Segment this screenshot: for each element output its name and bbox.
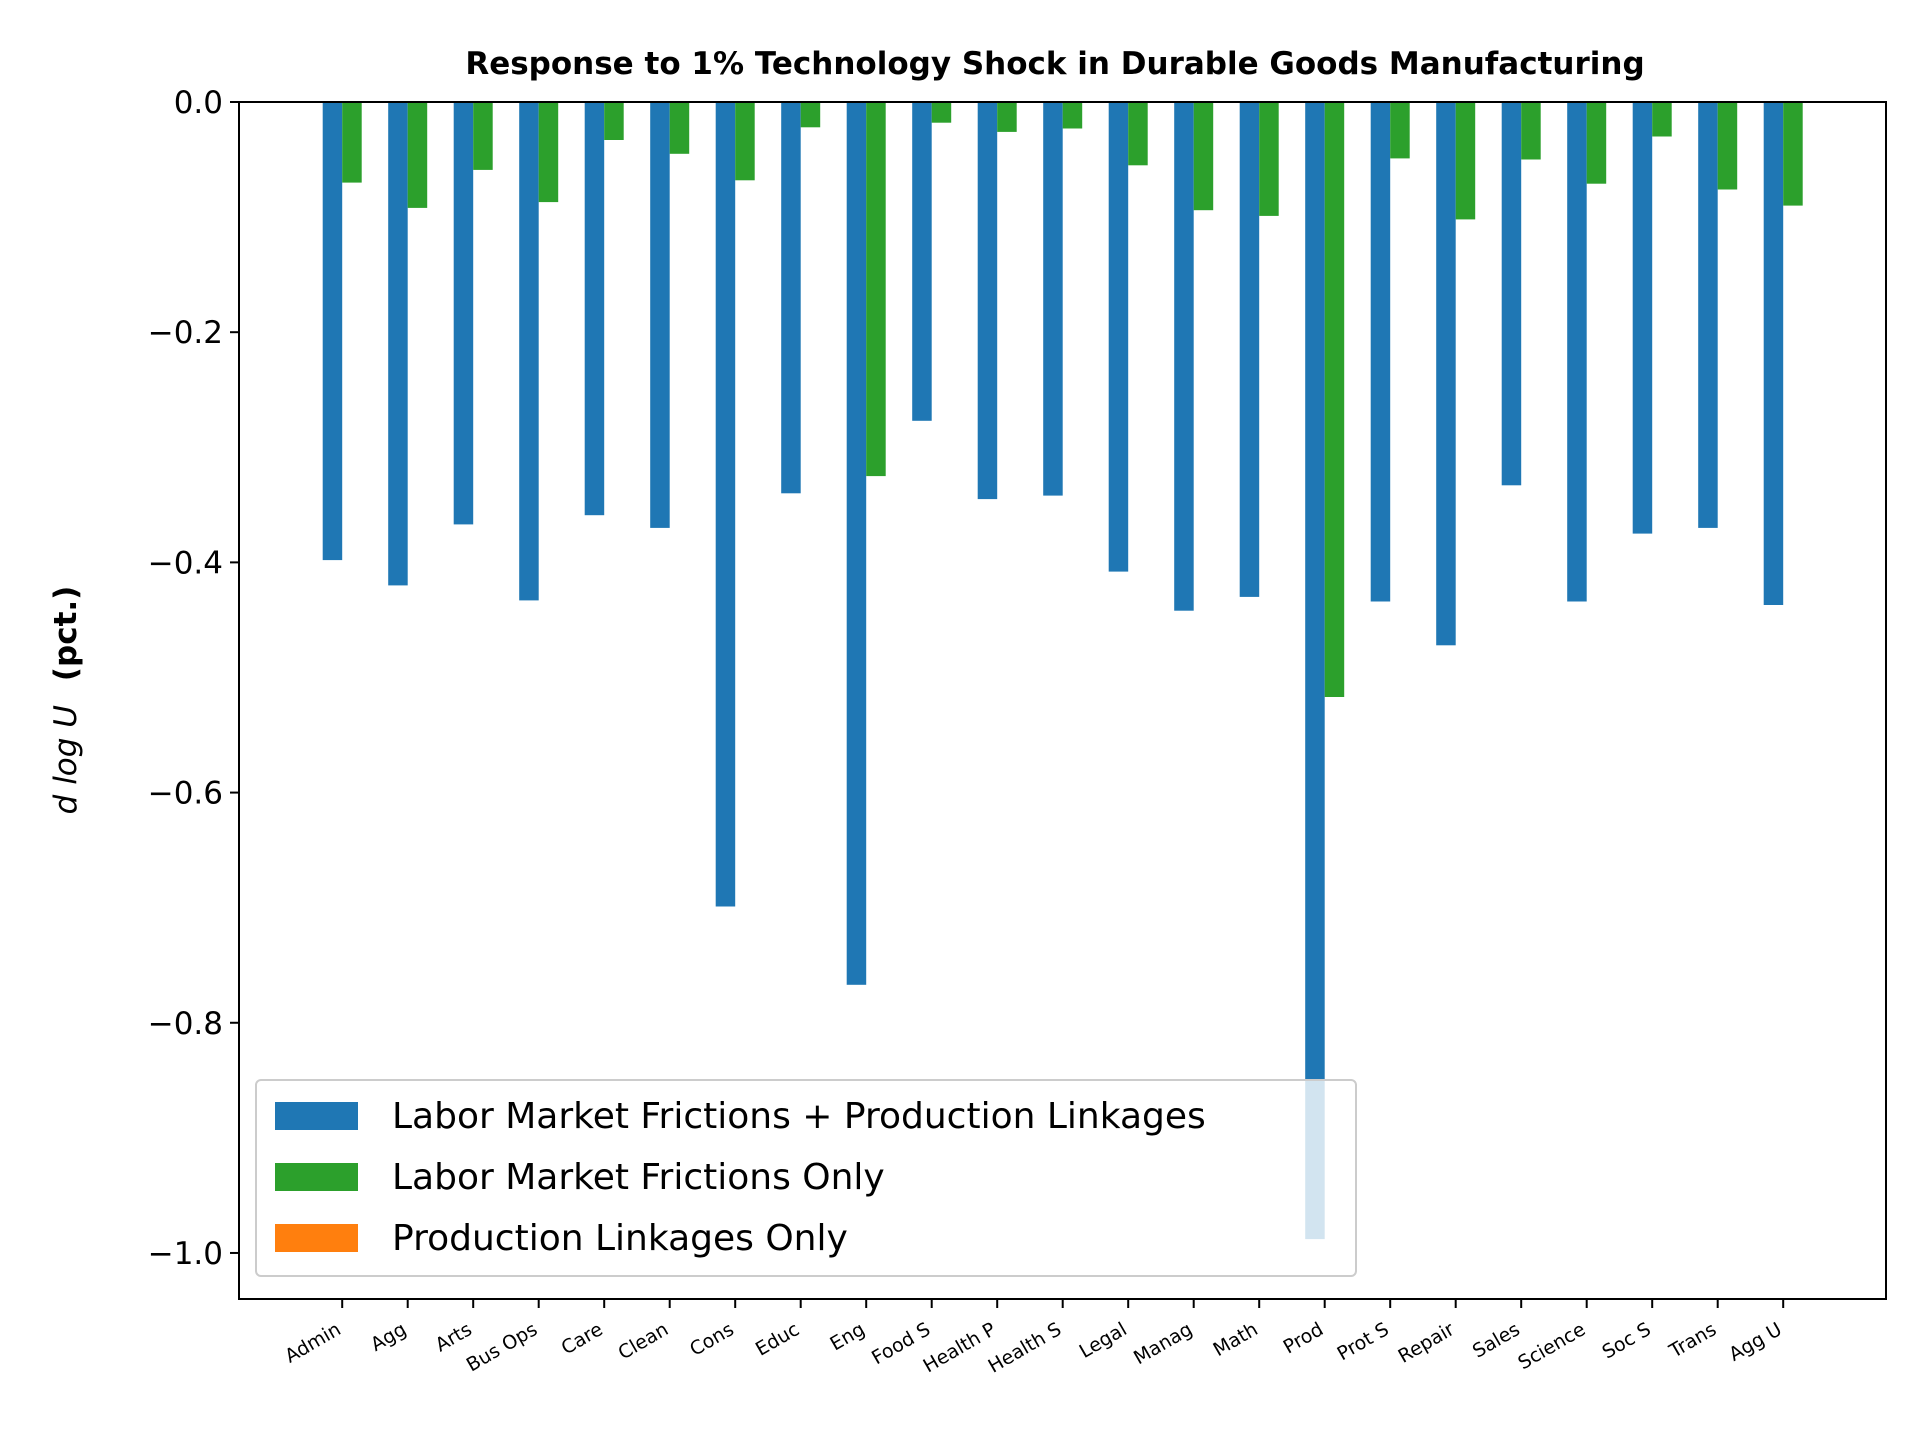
bar-1-manag [1174,102,1194,611]
bar-1-arts [453,102,474,525]
bar-1-educ [781,102,801,494]
y-tick-label: 0.0 [174,85,223,121]
legend-label-2: Labor Market Frictions Only [392,1157,885,1198]
legend-swatch-3 [275,1224,358,1252]
bar-1-prod [1305,102,1325,1240]
bar-1-soc-s [1632,102,1653,534]
legend-label-3: Production Linkages Only [392,1218,848,1259]
bar-1-admin [322,102,343,561]
bar-2-food-s [931,102,952,123]
legend-label-1: Labor Market Frictions + Production Link… [392,1096,1206,1137]
bar-2-admin [342,102,362,183]
y-tick-label: −0.8 [148,1006,223,1042]
bar-1-food-s [912,102,932,421]
bar-2-prot-s [1390,102,1410,159]
y-axis-label: d log U (pct.) [48,586,84,815]
bar-1-agg-u [1763,102,1784,605]
bar-2-soc-s [1652,102,1672,137]
bar-1-agg [388,102,408,586]
bar-2-cons [735,102,755,181]
bar-2-science [1586,102,1607,184]
bar-2-educ [800,102,821,128]
legend-swatch-1 [275,1102,358,1130]
bar-1-bus-ops [519,102,539,601]
bar-1-repair [1436,102,1456,646]
y-tick-label: −0.2 [148,315,223,351]
bar-1-health-s [1043,102,1063,496]
bar-1-care [584,102,605,516]
bar-2-health-p [997,102,1017,132]
y-axis-label-text: (pct.) [48,586,84,682]
bar-2-legal [1128,102,1148,166]
legend-box [255,1079,1357,1277]
bar-2-repair [1455,102,1476,220]
chart-title: Response to 1% Technology Shock in Durab… [465,46,1644,82]
y-tick-label: −0.4 [148,545,223,581]
bar-2-sales [1521,102,1541,160]
bar-2-agg [407,102,428,208]
legend-swatch-2 [275,1163,358,1191]
bar-1-eng [846,102,867,985]
bar-1-clean [650,102,670,528]
bar-2-prod [1324,102,1345,697]
bar-1-legal [1108,102,1129,572]
bar-2-math [1259,102,1279,216]
bar-1-prot-s [1370,102,1391,602]
bar-2-agg-u [1783,102,1803,206]
bar-2-bus-ops [538,102,559,203]
bar-1-science [1567,102,1587,602]
bar-1-math [1239,102,1260,597]
y-tick-label: −0.6 [148,776,223,812]
bars [322,102,1803,1240]
y-tick-label: −1.0 [148,1236,223,1272]
bar-2-eng [866,102,886,477]
bar-2-care [604,102,624,140]
bar-2-arts [473,102,493,170]
y-axis-label-math: d log U [48,705,84,815]
bar-1-trans [1698,102,1718,528]
bar-1-sales [1501,102,1522,486]
legend: Labor Market Frictions + Production Link… [255,1079,1357,1277]
bar-2-manag [1193,102,1214,211]
bar-1-cons [715,102,736,907]
bar-1-health-p [977,102,998,500]
svg-text:d log U (pct.): d log U (pct.) [48,586,84,815]
bar-2-health-s [1062,102,1083,129]
bar-2-trans [1717,102,1738,190]
bar-2-clean [669,102,690,154]
